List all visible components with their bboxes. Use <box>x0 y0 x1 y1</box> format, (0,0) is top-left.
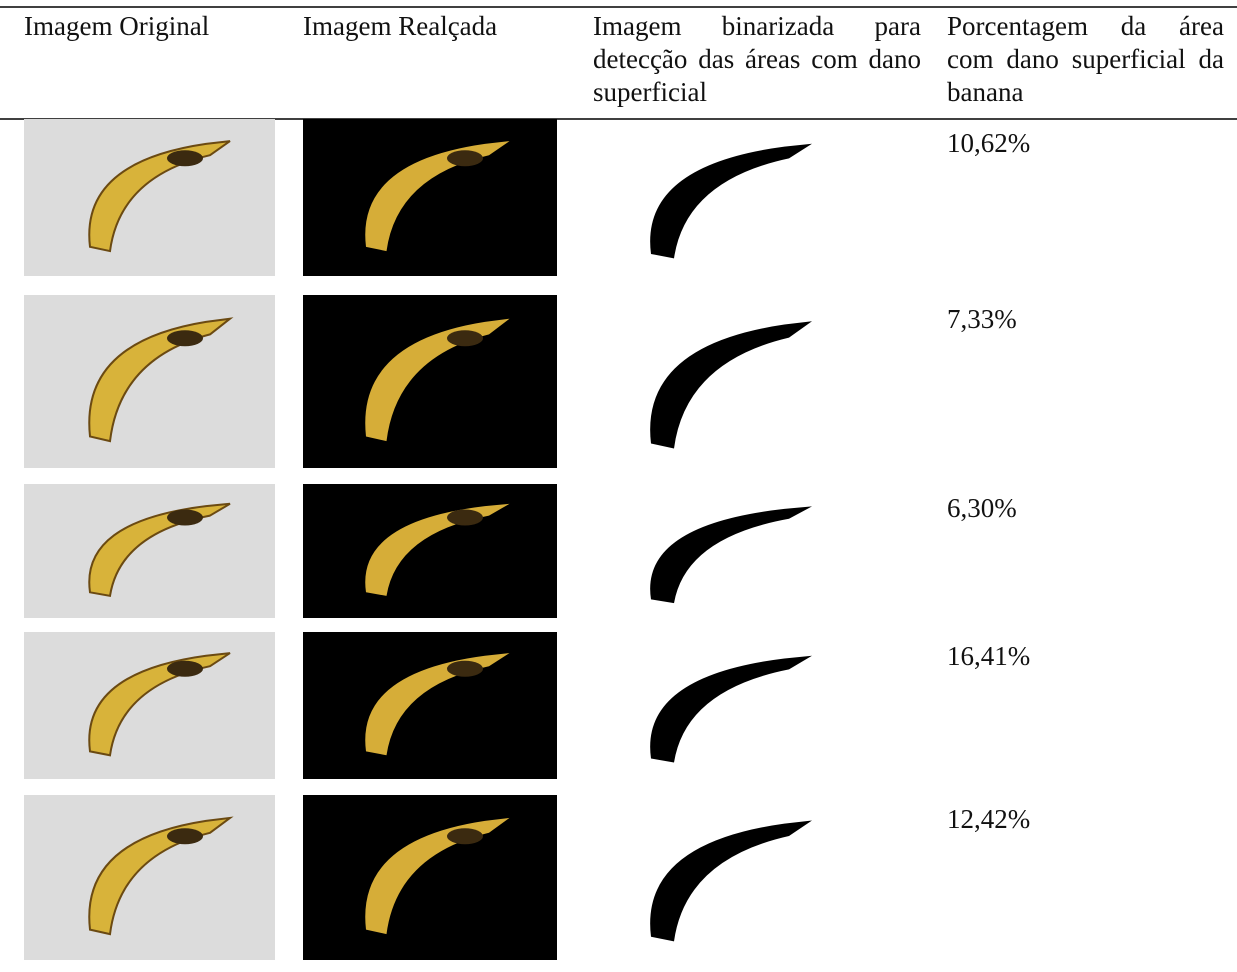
dark-spot <box>447 510 483 526</box>
dark-spot <box>167 510 203 526</box>
header-cell: Imagem Original <box>24 10 209 43</box>
header-cell: Imagem binarizada para detecção das área… <box>593 10 921 109</box>
damage-percentage: 7,33% <box>947 303 1017 336</box>
header-cell: Porcentagem da área com dano superficial… <box>947 10 1224 109</box>
header-cell: Imagem Realçada <box>303 10 497 43</box>
dark-spot <box>447 661 483 677</box>
dark-spot <box>447 828 483 844</box>
enhanced-photo <box>303 484 557 618</box>
document-table: Imagem Original Imagem Realçada Imagem b… <box>0 0 1237 972</box>
original-photo <box>24 295 275 468</box>
enhanced-photo <box>303 119 557 276</box>
binary-mask <box>650 321 812 448</box>
binary-mask <box>650 144 812 259</box>
enhanced-photo <box>303 295 557 468</box>
dark-spot <box>167 330 203 346</box>
dark-spot <box>447 150 483 166</box>
binary-mask <box>650 821 812 942</box>
dark-spot <box>167 150 203 166</box>
original-photo <box>24 632 275 779</box>
damage-percentage: 12,42% <box>947 803 1030 836</box>
enhanced-photo <box>303 795 557 960</box>
dark-spot <box>167 828 203 844</box>
figure-layer <box>0 0 1237 972</box>
binary-mask <box>650 656 812 763</box>
binary-mask <box>650 506 812 603</box>
dark-spot <box>167 661 203 677</box>
original-photo <box>24 119 275 276</box>
enhanced-photo <box>303 632 557 779</box>
damage-percentage: 16,41% <box>947 640 1030 673</box>
original-photo <box>24 795 275 960</box>
original-photo <box>24 484 275 618</box>
damage-percentage: 10,62% <box>947 127 1030 160</box>
dark-spot <box>447 330 483 346</box>
damage-percentage: 6,30% <box>947 492 1017 525</box>
